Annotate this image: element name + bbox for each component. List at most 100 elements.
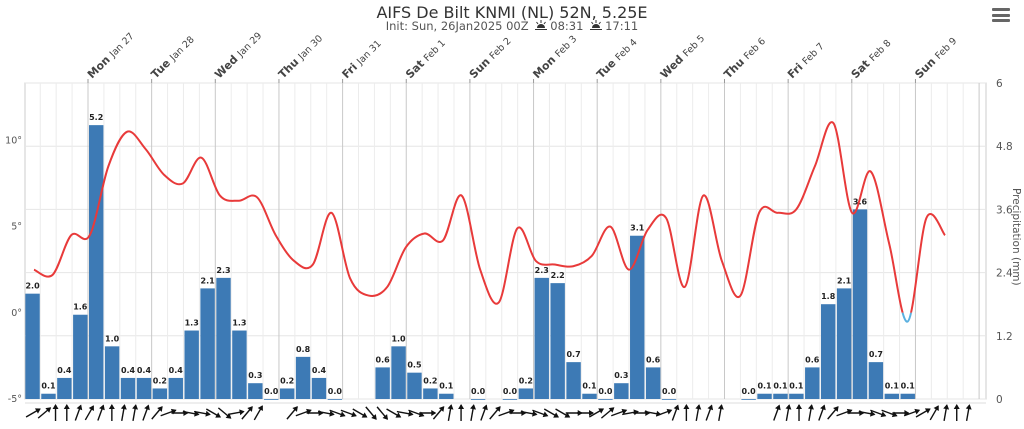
sunset-time: 17:11: [605, 19, 639, 33]
precip-value-label: 0.1: [901, 382, 916, 391]
wind-arrow: [520, 410, 538, 417]
precip-value-label: 0.3: [614, 371, 628, 380]
precip-value-label: 0.2: [519, 376, 533, 385]
wind-arrow: [205, 408, 222, 418]
wind-arrow-head: [52, 404, 59, 409]
day-label: Mon Jan 27: [85, 30, 137, 82]
day-label: Wed Jan 29: [212, 29, 264, 81]
wind-arrow: [352, 408, 368, 418]
wind-arrow: [480, 404, 488, 421]
wind-arrow: [193, 410, 211, 417]
wind-arrow-head: [339, 411, 346, 418]
wind-arrow: [773, 404, 781, 421]
wind-arrow-head: [170, 408, 177, 415]
wind-arrow: [25, 408, 41, 418]
wind-arrow: [84, 405, 94, 421]
wind-arrow: [808, 404, 814, 422]
wind-arrow: [881, 409, 898, 418]
precip-value-label: 3.6: [853, 197, 868, 206]
wind-arrow-head: [482, 404, 488, 411]
precip-value-label: 0.5: [407, 361, 422, 370]
precip-bar: [73, 314, 88, 399]
wind-arrow: [340, 409, 357, 418]
wind-arrow-head: [933, 405, 939, 412]
wind-arrow: [142, 404, 150, 421]
wind-arrow: [683, 404, 690, 421]
chart-menu-button[interactable]: [992, 8, 1010, 22]
wind-arrow: [386, 408, 402, 418]
wind-arrow: [827, 406, 839, 420]
temp-tick-label: 0°: [11, 308, 22, 319]
wind-arrow-head: [144, 404, 150, 411]
wind-arrow-head: [292, 406, 298, 412]
day-label-date: Jan 31: [354, 38, 384, 68]
wind-arrow-head: [508, 408, 515, 415]
precip-value-label: 0.0: [662, 387, 677, 396]
day-label-date: Feb 9: [933, 36, 959, 62]
wind-arrow-head: [588, 410, 594, 416]
wind-arrow: [132, 404, 139, 422]
precip-value-label: 0.0: [742, 387, 757, 396]
precip-bar: [168, 377, 183, 399]
wind-arrow: [576, 410, 594, 416]
wind-arrow: [858, 410, 876, 417]
precip-bar: [152, 388, 168, 399]
wind-arrow-head: [247, 406, 253, 412]
wind-arrow: [408, 409, 425, 418]
wind-arrow: [717, 404, 724, 422]
precip-value-label: 0.7: [869, 350, 883, 359]
wind-arrow-head: [717, 404, 724, 410]
precip-bar: [550, 283, 565, 399]
wind-arrow-head: [673, 404, 680, 411]
wind-arrow-head: [953, 404, 960, 409]
wind-arrow: [160, 408, 177, 417]
day-label-date: Feb 4: [614, 37, 640, 63]
precip-value-label: 1.6: [73, 303, 88, 312]
precip-value-label: 0.4: [57, 366, 72, 375]
wind-arrow: [97, 404, 105, 421]
precip-value-label: 0.8: [296, 345, 311, 354]
wind-arrow: [489, 406, 501, 420]
wind-arrow-head: [408, 410, 414, 417]
precip-value-label: 2.3: [216, 266, 230, 275]
precip-value-label: 2.0: [25, 282, 40, 291]
wind-arrow: [818, 404, 826, 421]
wind-arrow: [74, 404, 83, 421]
precip-bar: [295, 356, 311, 399]
chart-subtitle: Init: Sun, 26Jan2025 00Z 08:31 17:11: [0, 19, 1024, 33]
temperature-line-below-freezing: [901, 312, 913, 323]
day-label-date: Feb 6: [742, 36, 768, 62]
wind-arrow-head: [880, 411, 887, 418]
wind-arrow-head: [63, 404, 70, 409]
precip-bar: [391, 346, 406, 399]
chart-title: AIFS De Bilt KNMI (NL) 52N, 5.25E: [376, 3, 648, 22]
sunrise-time: 08:31: [550, 19, 584, 33]
temperature-axis: 10° 5° 0° -5°: [5, 135, 22, 405]
precip-value-label: 0.6: [376, 355, 391, 364]
wind-arrow: [695, 404, 702, 422]
precip-value-label: 0.2: [423, 376, 437, 385]
precip-value-label: 0.1: [439, 382, 454, 391]
precip-bar: [630, 235, 645, 399]
precip-value-label: 0.3: [248, 371, 262, 380]
wind-arrow-head: [924, 408, 931, 414]
precipitation-bars: [25, 125, 915, 400]
precipitation-axis: 6 4.8 3.6 2.4 1.2 0 Precipitation (mm): [996, 78, 1022, 406]
wind-arrow: [611, 408, 628, 417]
precip-bar: [582, 393, 597, 399]
precip-bar: [534, 277, 549, 399]
wind-arrow-head: [796, 404, 803, 409]
wind-arrow-head: [108, 404, 115, 409]
wind-arrow-head: [532, 410, 538, 417]
wind-arrow-head: [431, 410, 437, 416]
day-label-date: Jan 29: [235, 30, 265, 60]
precip-bar: [741, 399, 756, 400]
precip-bar: [805, 367, 820, 399]
wind-arrow-head: [564, 412, 571, 418]
precip-bar: [661, 399, 677, 400]
wind-arrow: [915, 408, 931, 418]
wind-arrow-head: [695, 404, 702, 410]
day-label-date: Feb 1: [422, 38, 448, 64]
precip-bar: [773, 393, 788, 399]
